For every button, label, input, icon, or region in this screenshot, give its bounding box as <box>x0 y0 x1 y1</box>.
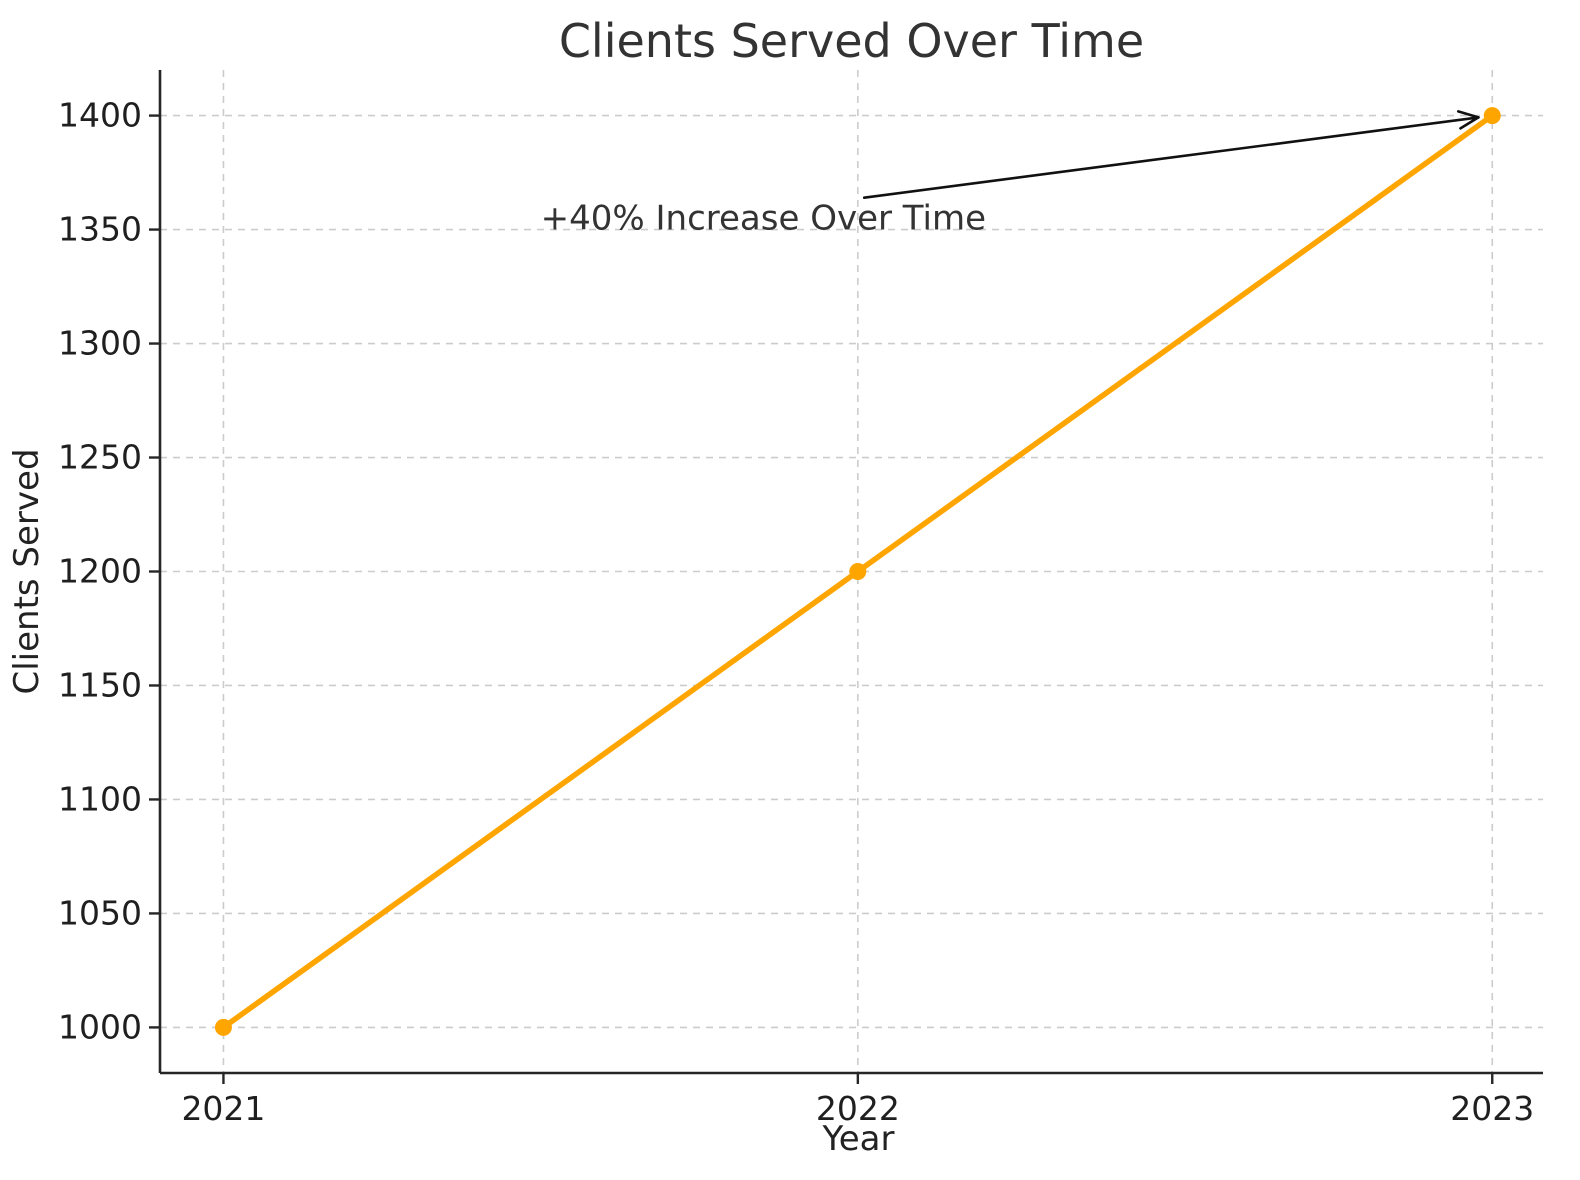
x-tick-label-2021: 2021 <box>181 1089 265 1128</box>
x-tick-label-2022: 2022 <box>816 1089 900 1128</box>
data-point-2022 <box>849 563 867 580</box>
y-tick-label-1200: 1200 <box>58 552 142 591</box>
y-tick-label-1150: 1150 <box>58 665 142 704</box>
y-tick-label-1250: 1250 <box>58 438 142 477</box>
data-series <box>214 107 1501 1036</box>
annotation-arrow <box>862 110 1480 199</box>
y-tick-label-1400: 1400 <box>58 96 142 135</box>
y-tick-label-1050: 1050 <box>58 893 142 932</box>
gridlines <box>160 70 1543 1073</box>
y-tick-label-1350: 1350 <box>58 210 142 249</box>
x-tick-labels: 2021 2022 2023 <box>181 1089 1534 1128</box>
y-tick-label-1000: 1000 <box>58 1007 142 1046</box>
y-axis-label: Clients Served <box>7 448 47 694</box>
y-tick-label-1100: 1100 <box>58 779 142 818</box>
x-tick-label-2023: 2023 <box>1450 1089 1534 1128</box>
data-point-2021 <box>214 1018 232 1036</box>
y-tick-label-1300: 1300 <box>58 324 142 363</box>
y-tick-labels: 1000 1050 1100 1150 1200 1250 1300 1350 1400 <box>58 96 142 1047</box>
arrow-head-upper <box>1459 116 1480 130</box>
data-point-2023 <box>1483 107 1501 125</box>
axis-ticks <box>149 114 1494 1084</box>
arrow-shaft <box>862 116 1480 199</box>
chart-title: Clients Served Over Time <box>559 14 1144 68</box>
x-axis-label: Year <box>822 1119 895 1159</box>
annotation-text: +40% Increase Over Time <box>541 199 986 239</box>
arrow-head-lower <box>1456 110 1480 119</box>
